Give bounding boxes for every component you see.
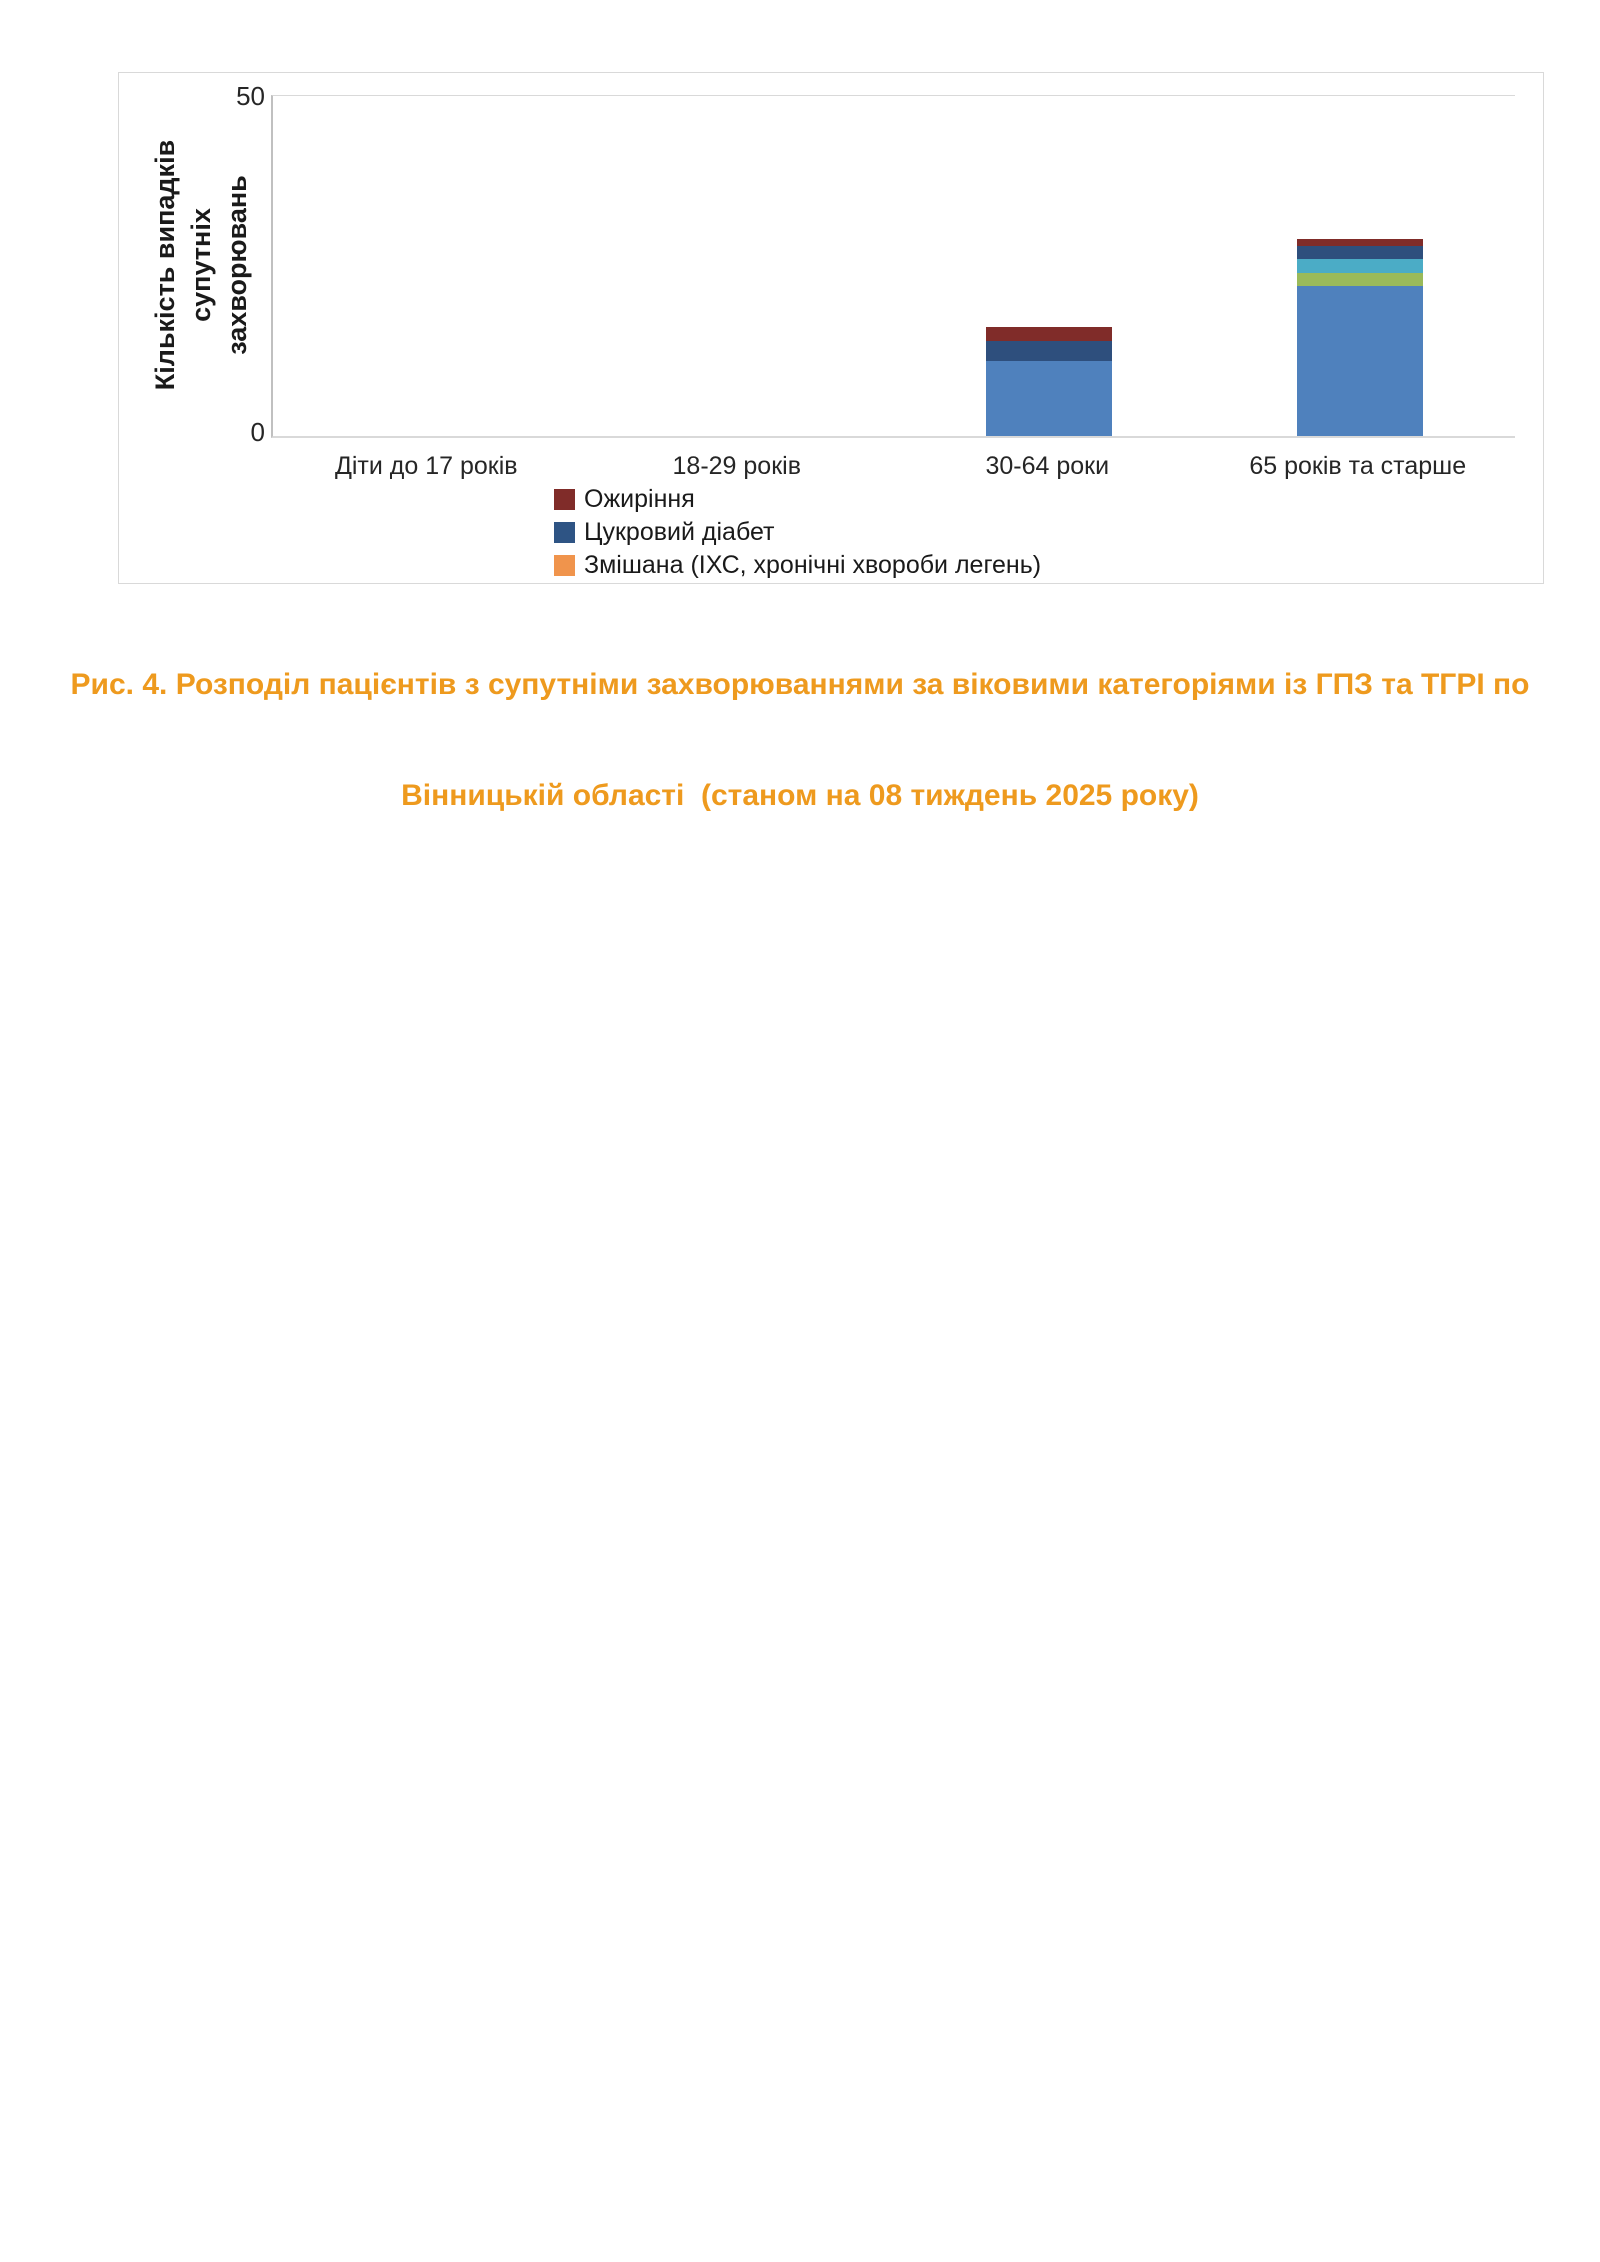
chart-legend: Ожиріння Цукровий діабет Змішана (ІХС, хро…: [554, 483, 1041, 582]
chart-container: Кількість випадків супутніх захворювань …: [118, 72, 1544, 584]
bar-segment: [1296, 238, 1423, 246]
y-tick-label-0: 0: [250, 417, 265, 447]
x-axis-label-category-1: Діти до 17 років: [334, 452, 518, 480]
bar-segment: [986, 327, 1113, 341]
y-axis-title-line1: Кількість випадків супутніх: [150, 139, 216, 391]
bar-segment: [986, 361, 1113, 436]
bar-segment: [1296, 259, 1423, 273]
x-axis-label-category-3: 30-64 роки: [985, 452, 1110, 480]
bar-segment: [1296, 245, 1423, 260]
bar-segment: [1296, 286, 1423, 436]
x-axis-label-category-4: 65 років та старше: [1249, 452, 1467, 480]
bar-segment: [1296, 272, 1423, 287]
figure-caption-line1: Рис. 4. Розподіл пацієнтів з супутніми з…: [70, 668, 1530, 701]
figure-caption-line2: Вінницькій області (станом на 08 тиждень…: [401, 779, 1199, 812]
bar-segment: [986, 340, 1113, 362]
y-axis-title: Кількість випадків супутніх захворювань: [147, 95, 252, 435]
legend-swatch-icon: [554, 522, 575, 543]
legend-item: Ожиріння: [554, 483, 1041, 516]
legend-label: Змішана (ІХС, хронічні хвороби легень): [584, 551, 1042, 579]
x-axis-label-category-2: 18-29 років: [672, 452, 801, 480]
legend-item: Змішана (ІХС, хронічні хвороби легень): [554, 549, 1041, 582]
legend-item: Цукровий діабет: [554, 516, 1041, 549]
plot-area: [271, 95, 1515, 438]
legend-swatch-icon: [554, 489, 575, 510]
y-tick-label-50: 50: [236, 81, 265, 111]
legend-swatch-icon: [554, 555, 575, 576]
y-axis-title-line2: захворювань: [222, 175, 252, 355]
x-axis-labels: Діти до 17 років 18-29 років 30-64 роки …: [271, 451, 1513, 481]
figure-caption: Рис. 4. Розподіл пацієнтів з супутніми з…: [40, 592, 1560, 888]
legend-label: Цукровий діабет: [584, 518, 775, 546]
legend-label: Ожиріння: [584, 485, 695, 513]
